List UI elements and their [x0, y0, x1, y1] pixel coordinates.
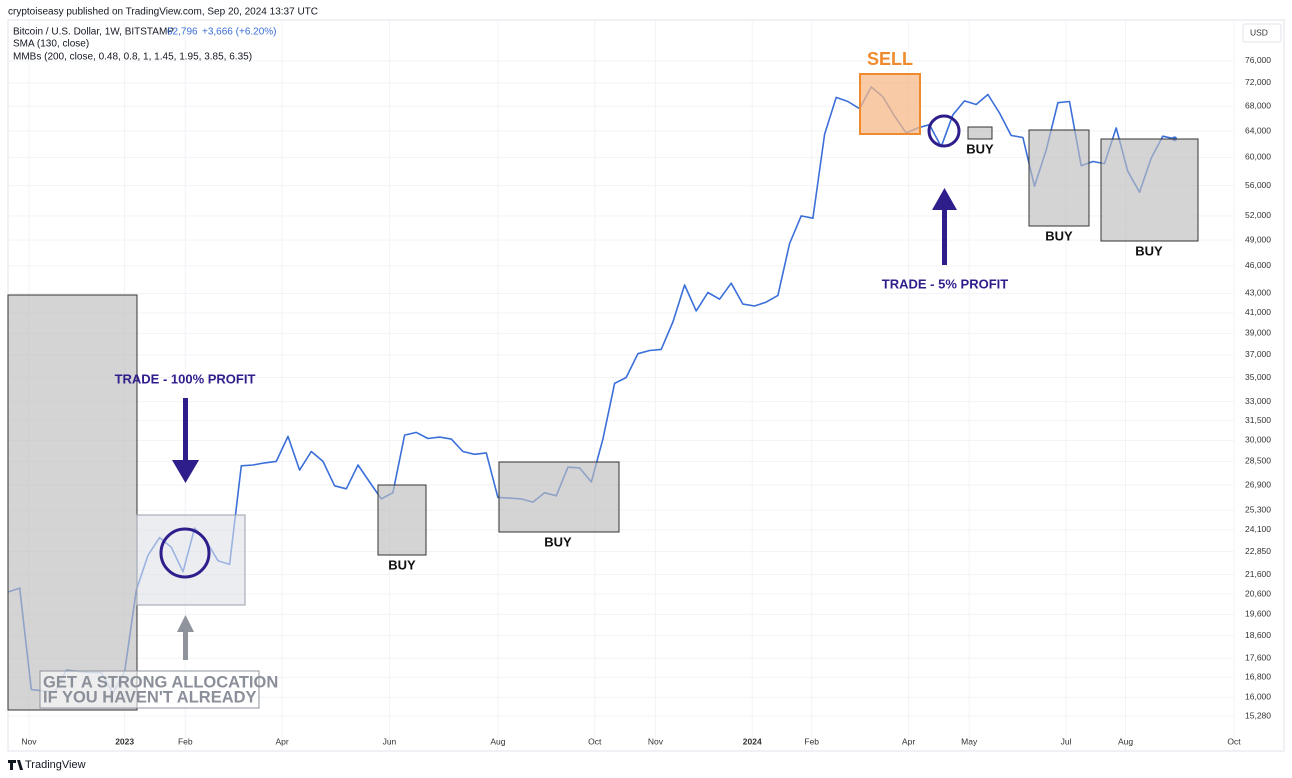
- currency: USD: [1250, 27, 1268, 37]
- x-tick-label: Feb: [178, 736, 193, 746]
- y-tick-label: 68,000: [1245, 101, 1271, 111]
- annotation: TRADE - 100% PROFIT: [115, 371, 256, 386]
- x-tick-label: Jul: [1061, 736, 1072, 746]
- x-tick-label: May: [961, 736, 978, 746]
- buy-box: [377, 484, 427, 556]
- y-tick-label: 18,600: [1245, 630, 1271, 640]
- y-tick-label: 49,000: [1245, 234, 1271, 244]
- sell-box: [859, 73, 921, 135]
- y-tick-label: 19,600: [1245, 609, 1271, 619]
- y-tick-label: 46,000: [1245, 260, 1271, 270]
- x-tick-label: Nov: [648, 736, 664, 746]
- y-tick-label: 64,000: [1245, 125, 1271, 135]
- annotation: SELL: [867, 49, 913, 69]
- annotation: IF YOU HAVEN'T ALREADY: [43, 688, 257, 706]
- y-tick-label: 31,500: [1245, 415, 1271, 425]
- y-tick-label: 20,600: [1245, 588, 1271, 598]
- y-tick-label: 37,000: [1245, 349, 1271, 359]
- buy-box: [1028, 129, 1090, 227]
- indicator: MMBs (200, close, 0.48, 0.8, 1, 1.45, 1.…: [13, 52, 252, 63]
- y-tick-label: 16,000: [1245, 691, 1271, 701]
- y-tick-label: 22,850: [1245, 546, 1271, 556]
- annotation: BUY: [1045, 228, 1073, 243]
- circle-marker: [927, 114, 961, 148]
- y-tick-label: 43,000: [1245, 288, 1271, 298]
- annotations: TRADE - 100% PROFIT TRADE - 5% PROFIT SE…: [7, 49, 1199, 711]
- x-tick-label: Nov: [21, 736, 37, 746]
- annotation: GET A STRONG ALLOCATION: [43, 673, 278, 691]
- y-tick-label: 72,000: [1245, 77, 1271, 87]
- x-tick-label: Apr: [276, 736, 289, 746]
- x-tick-label: Oct: [588, 736, 602, 746]
- indicator: SMA (130, close): [13, 39, 89, 50]
- y-tick-label: 21,600: [1245, 569, 1271, 579]
- x-tick-label: Aug: [1118, 736, 1133, 746]
- annotation: BUY: [544, 534, 572, 549]
- note-box: [39, 670, 260, 709]
- currency-box: [1242, 23, 1282, 43]
- arrow-down: [172, 398, 199, 483]
- zone-box: [7, 294, 138, 711]
- buy-box: [498, 461, 620, 533]
- last-price: 62,796: [167, 27, 198, 38]
- x-tick-label: 2024: [743, 736, 762, 746]
- x-tick-label: 2023: [115, 736, 134, 746]
- x-tick-label: Feb: [804, 736, 819, 746]
- y-tick-label: 39,000: [1245, 328, 1271, 338]
- brand: TradingView: [25, 759, 86, 771]
- y-tick-label: 56,000: [1245, 180, 1271, 190]
- y-tick-label: 52,000: [1245, 210, 1271, 220]
- y-tick-label: 15,280: [1245, 710, 1271, 720]
- x-tick-label: Oct: [1227, 736, 1241, 746]
- y-tick-label: 35,000: [1245, 372, 1271, 382]
- y-tick-label: 76,000: [1245, 55, 1271, 65]
- x-tick-label: Jun: [383, 736, 397, 746]
- y-tick-label: 28,500: [1245, 456, 1271, 466]
- x-tick-label: Apr: [902, 736, 915, 746]
- y-tick-label: 60,000: [1245, 152, 1271, 162]
- change: +3,666 (+6.20%): [202, 27, 277, 38]
- y-tick-label: 30,000: [1245, 435, 1271, 445]
- annotation: BUY: [1135, 243, 1163, 258]
- published: cryptoiseasy published on TradingView.co…: [8, 7, 318, 18]
- symbol: Bitcoin / U.S. Dollar, 1W, BITSTAMP: [13, 27, 174, 38]
- y-tick-label: 16,800: [1245, 672, 1271, 682]
- y-tick-label: 33,000: [1245, 396, 1271, 406]
- annotation: TRADE - 5% PROFIT: [882, 276, 1008, 291]
- circle-marker: [159, 527, 211, 579]
- y-tick-label: 24,100: [1245, 524, 1271, 534]
- annotation: BUY: [966, 141, 994, 156]
- y-tick-label: 17,600: [1245, 653, 1271, 663]
- y-tick-label: 26,900: [1245, 479, 1271, 489]
- y-tick-label: 25,300: [1245, 504, 1271, 514]
- arrow-up: [932, 188, 957, 265]
- x-tick-label: Aug: [490, 736, 505, 746]
- buy-box: [1100, 138, 1199, 242]
- brand-logo: [8, 760, 23, 770]
- buy-box: [967, 126, 993, 140]
- annotation: BUY: [388, 557, 416, 572]
- y-tick-label: 41,000: [1245, 307, 1271, 317]
- arrow-up: [177, 615, 194, 660]
